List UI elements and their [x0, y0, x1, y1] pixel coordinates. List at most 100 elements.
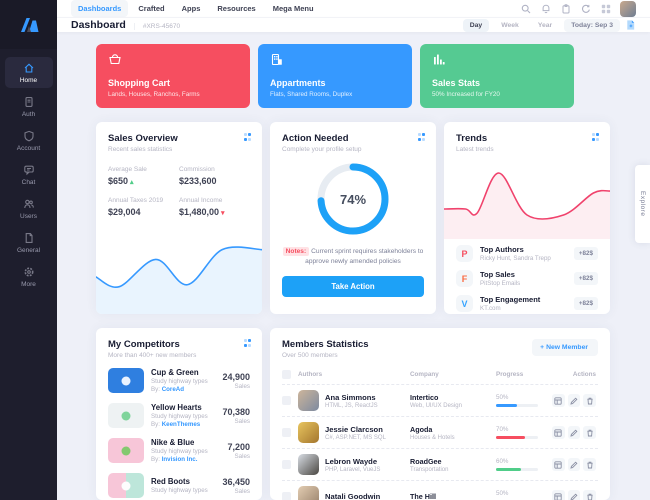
- competitor-thumbnail: [108, 473, 144, 498]
- new-report-file-icon[interactable]: [625, 20, 636, 31]
- competitor-thumbnail: [108, 438, 144, 463]
- table-row[interactable]: Lebron Wayde PHP, Laravel, VueJS RoadGee T…: [282, 449, 598, 481]
- settings-action-button[interactable]: [551, 458, 565, 471]
- quick-panel-grid-icon[interactable]: [600, 3, 611, 14]
- delete-action-button[interactable]: [583, 490, 596, 500]
- edit-action-button[interactable]: [567, 394, 581, 407]
- competitor-by-link[interactable]: Invision Inc.: [161, 456, 198, 463]
- row-checkbox[interactable]: [282, 460, 291, 469]
- trend-badge: +82$: [573, 297, 598, 310]
- take-action-button[interactable]: Take Action: [282, 276, 424, 298]
- card-title: Action Needed: [282, 133, 349, 144]
- trash-icon: [587, 461, 593, 468]
- settings-action-button[interactable]: [551, 394, 565, 407]
- stat-annual-income: Annual Income $1,480,00: [179, 197, 250, 217]
- competitors-list: Cup & Green Study highway types By: Core…: [96, 359, 262, 500]
- edit-action-button[interactable]: [567, 426, 581, 439]
- chat-bubble-icon: [23, 165, 34, 176]
- search-icon[interactable]: [520, 3, 531, 14]
- today-date-button[interactable]: Today: Sep 3: [564, 18, 620, 32]
- sidebar-item-auth[interactable]: Auth: [5, 91, 53, 122]
- row-checkbox[interactable]: [282, 428, 291, 437]
- stat-card-title: Sales Stats: [432, 78, 481, 88]
- stat-card-title: Appartments: [270, 78, 326, 88]
- competitor-by-link[interactable]: KeenThemes: [161, 421, 201, 428]
- explore-tab[interactable]: Explore: [635, 165, 650, 243]
- sidebar-item-general[interactable]: General: [5, 227, 53, 258]
- sidebar-item-users[interactable]: Users: [5, 193, 53, 224]
- pencil-icon: [570, 429, 578, 437]
- trend-badge: +82$: [573, 247, 598, 260]
- competitor-row[interactable]: Cup & Green Study highway types By: Core…: [108, 363, 250, 398]
- competitor-row[interactable]: Nike & Blue Study highway types By: Invi…: [108, 433, 250, 468]
- nav-dashboards[interactable]: Dashboards: [71, 0, 129, 17]
- progress-bar: [496, 468, 538, 471]
- table-row[interactable]: Ana Simmons HTML, JS, ReactJS Intertico We…: [282, 385, 598, 417]
- sidebar-item-label: Auth: [21, 111, 36, 118]
- brand-logo[interactable]: [0, 0, 57, 49]
- card-menu-icon[interactable]: [243, 339, 251, 347]
- range-tab-year[interactable]: Year: [537, 21, 553, 29]
- edit-action-button[interactable]: [567, 458, 581, 471]
- pencil-icon: [570, 461, 578, 469]
- sidebar-item-account[interactable]: Account: [5, 125, 53, 156]
- settings-action-button[interactable]: [551, 490, 565, 500]
- delete-action-button[interactable]: [583, 394, 596, 407]
- page-title: Dashboard: [71, 19, 126, 31]
- trend-item-top-authors[interactable]: P Top Authors Ricky Hunt, Sandra Trepp +…: [456, 241, 598, 266]
- card-title: My Competitors: [108, 339, 180, 350]
- trend-badge: +82$: [573, 272, 598, 285]
- sidebar-item-label: Account: [16, 145, 41, 152]
- card-menu-icon[interactable]: [591, 133, 599, 141]
- avatar: [298, 486, 319, 500]
- home-icon: [24, 63, 33, 73]
- trend-item-top-sales[interactable]: F Top Sales PitStop Emails +82$: [456, 266, 598, 291]
- metronic-logo-icon: [20, 17, 38, 32]
- refresh-icon[interactable]: [580, 3, 591, 14]
- avatar: [298, 422, 319, 443]
- notifications-bell-icon[interactable]: [540, 3, 551, 14]
- table-row[interactable]: Jessie Clarcson C#, ASP.NET, MS SQL Agoda…: [282, 417, 598, 449]
- delete-action-button[interactable]: [583, 426, 596, 439]
- competitor-by-link[interactable]: CoreAd: [161, 386, 185, 393]
- card-menu-icon[interactable]: [417, 133, 425, 141]
- trends-chart: [444, 159, 610, 239]
- nav-resources[interactable]: Resources: [217, 4, 256, 13]
- sidebar-item-label: Home: [19, 77, 38, 84]
- nav-apps[interactable]: Apps: [181, 4, 201, 13]
- sales-stats-card[interactable]: Sales Stats 50% Increased for FY20: [420, 44, 574, 108]
- bar-chart-icon: [434, 54, 445, 65]
- tasks-clipboard-icon[interactable]: [560, 3, 571, 14]
- nav-crafted[interactable]: Crafted: [138, 4, 165, 13]
- sidebar: Home Auth Account Chat Users General: [0, 0, 57, 500]
- trash-icon: [587, 397, 593, 404]
- delete-action-button[interactable]: [583, 458, 596, 471]
- sidebar-item-chat[interactable]: Chat: [5, 159, 53, 190]
- user-avatar[interactable]: [620, 0, 636, 17]
- new-member-button[interactable]: + New Member: [532, 339, 598, 356]
- appartments-card[interactable]: Appartments Flats, Shared Rooms, Duplex: [258, 44, 412, 108]
- nav-mega-menu[interactable]: Mega Menu: [272, 4, 314, 13]
- table-row[interactable]: Natali Goodwin The Hill 50%: [282, 481, 598, 500]
- sidebar-item-home[interactable]: Home: [4, 57, 53, 88]
- action-needed-card: Action Needed Complete your profile setu…: [270, 122, 436, 314]
- shopping-cart-card[interactable]: Shopping Cart Lands, Houses, Ranchos, Fa…: [96, 44, 250, 108]
- card-menu-icon[interactable]: [243, 133, 251, 141]
- row-checkbox[interactable]: [282, 396, 291, 405]
- edit-action-button[interactable]: [567, 490, 581, 500]
- trend-item-top-engagement[interactable]: V Top Engagement KT.com +82$: [456, 291, 598, 314]
- card-title: Trends: [456, 133, 488, 144]
- trends-list: P Top Authors Ricky Hunt, Sandra Trepp +…: [444, 239, 610, 314]
- row-checkbox[interactable]: [282, 492, 291, 500]
- competitor-row[interactable]: Yellow Hearts Study highway types By: Ke…: [108, 398, 250, 433]
- sales-stats-grid: Average Sale $650 Commission $233,600 An…: [96, 166, 262, 217]
- range-tab-week[interactable]: Week: [501, 21, 519, 29]
- settings-action-button[interactable]: [551, 426, 565, 439]
- range-tab-day[interactable]: Day: [462, 18, 490, 32]
- pencil-icon: [570, 397, 578, 405]
- select-all-checkbox[interactable]: [282, 370, 291, 379]
- sidebar-item-more[interactable]: More: [5, 261, 53, 292]
- competitor-row[interactable]: Red Boots Study highway types 36,450 Sale…: [108, 468, 250, 500]
- card-subtitle: Complete your profile setup: [282, 146, 362, 153]
